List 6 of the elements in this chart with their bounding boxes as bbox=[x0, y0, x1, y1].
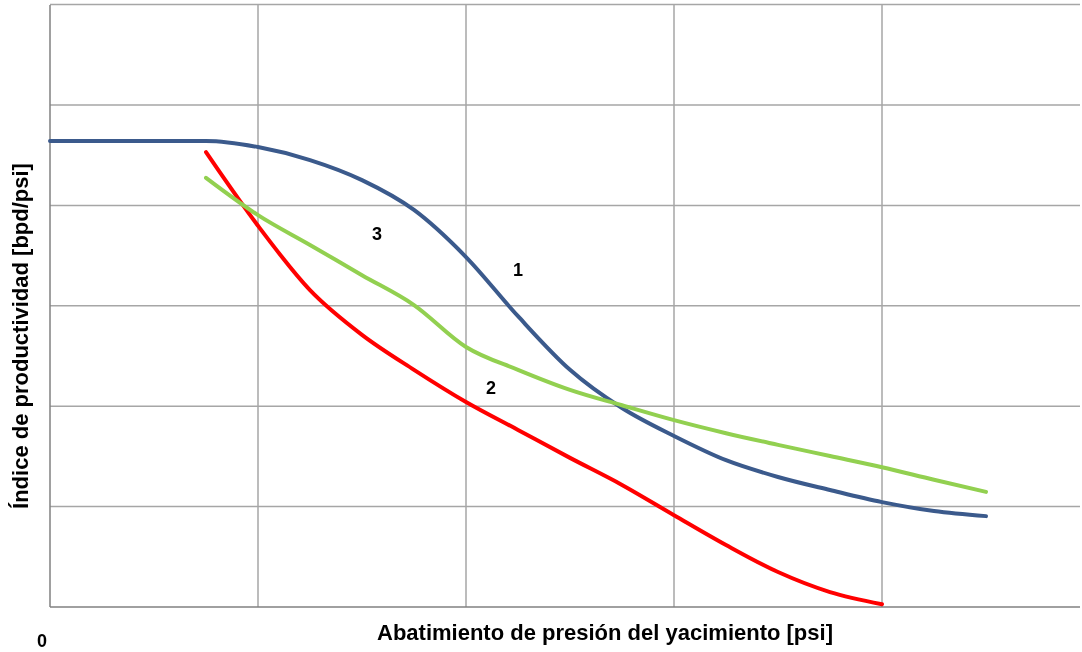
x-axis-title: Abatimiento de presión del yacimiento [psi] bbox=[377, 620, 833, 645]
series-label: 2 bbox=[485, 377, 497, 398]
series-label: 3 bbox=[371, 224, 383, 245]
series-label: 1 bbox=[512, 260, 524, 281]
text: 0 bbox=[36, 631, 48, 651]
y-axis-title: Índice de productividad [bpd/psi] bbox=[8, 163, 33, 509]
